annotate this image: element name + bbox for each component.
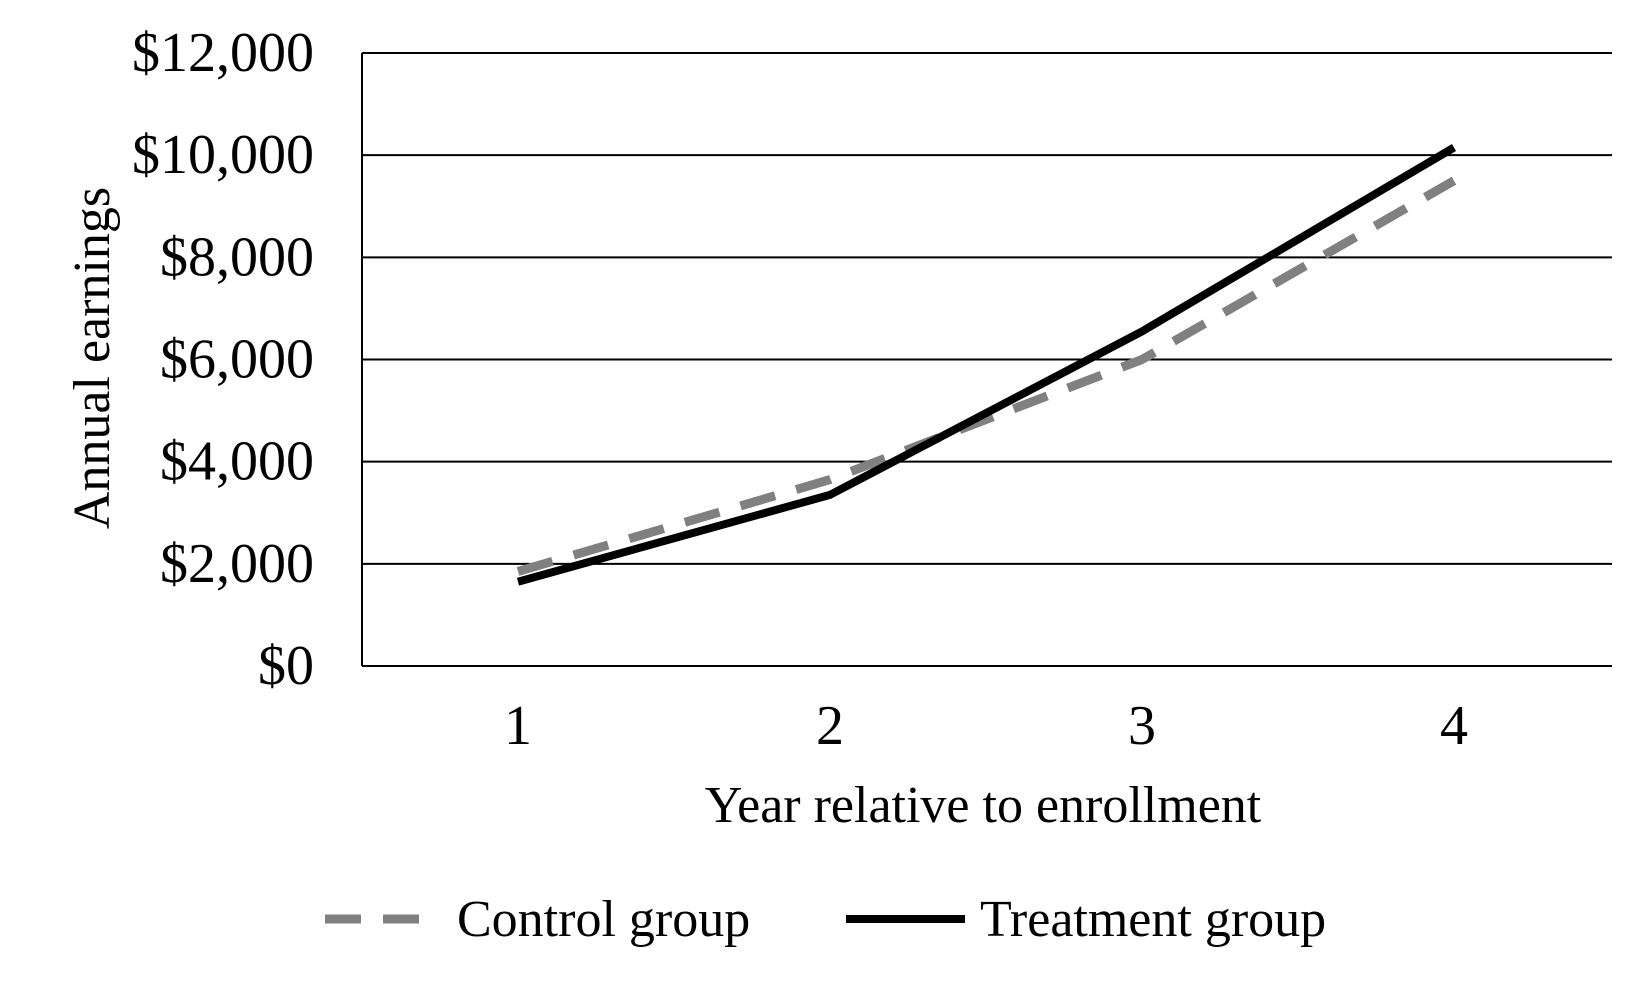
x-tick-labels: 1 2 3 4 [504, 695, 1468, 757]
series-line-control [516, 176, 1457, 576]
legend-label-control: Control group [457, 891, 750, 948]
series-line-treatment [516, 144, 1457, 586]
x-tick-label-3: 3 [1128, 695, 1156, 757]
y-axis-title: Annual earnings [64, 187, 121, 529]
x-axis-title: Year relative to enrollment [705, 777, 1262, 834]
x-tick-label-4: 4 [1440, 695, 1468, 757]
y-tick-label-1: $2,000 [160, 533, 314, 595]
gridlines [362, 52, 1612, 565]
y-tick-label-0: $0 [258, 635, 314, 697]
legend: Control group Treatment group [325, 891, 1326, 948]
y-tick-label-5: $10,000 [132, 124, 314, 186]
y-tick-label-3: $6,000 [160, 329, 314, 391]
series-lines [516, 144, 1457, 586]
y-tick-label-2: $4,000 [160, 431, 314, 493]
y-tick-labels: $0 $2,000 $4,000 $6,000 $8,000 $10,000 $12,000 [132, 22, 314, 697]
y-tick-label-6: $12,000 [132, 22, 314, 84]
x-tick-label-2: 2 [816, 695, 844, 757]
axes [361, 53, 1612, 667]
legend-label-treatment: Treatment group [980, 891, 1326, 948]
y-tick-label-4: $8,000 [160, 226, 314, 288]
x-tick-label-1: 1 [504, 695, 532, 757]
